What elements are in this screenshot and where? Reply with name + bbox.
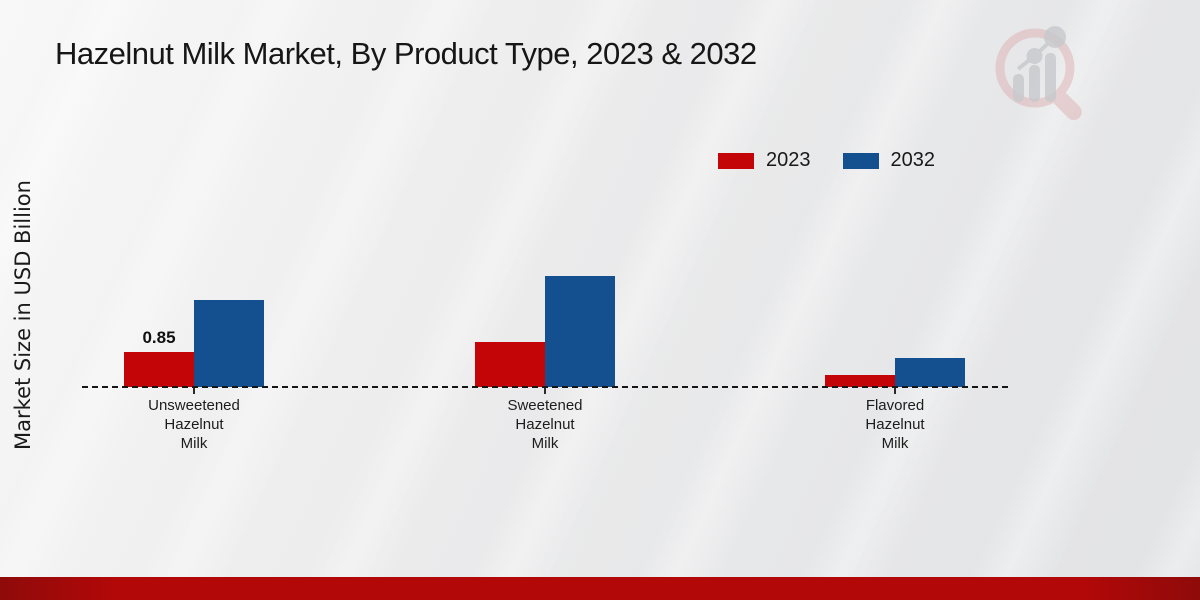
legend: 2023 2032 bbox=[718, 149, 935, 172]
bar-2032-0 bbox=[194, 300, 264, 387]
legend-item-2023: 2023 bbox=[718, 149, 811, 172]
footer-bar bbox=[0, 577, 1200, 600]
x-tick-0 bbox=[193, 388, 195, 394]
mrfr-logo-watermark-icon bbox=[995, 26, 1082, 121]
bar-value-label: 0.85 bbox=[142, 328, 176, 347]
x-axis-baseline bbox=[82, 386, 1008, 388]
bar-2032-2 bbox=[895, 358, 965, 387]
category-label-2: Flavored Hazelnut Milk bbox=[865, 397, 925, 452]
bar-2023-0 bbox=[124, 352, 194, 387]
x-tick-1 bbox=[544, 388, 546, 394]
category-label-1: Sweetened Hazelnut Milk bbox=[507, 397, 583, 452]
legend-swatch-2032 bbox=[842, 152, 879, 169]
bar-2023-2 bbox=[825, 375, 895, 387]
x-tick-2 bbox=[894, 388, 896, 394]
bar-2032-1 bbox=[545, 276, 615, 387]
category-label-0: Unsweetened Hazelnut Milk bbox=[148, 397, 240, 452]
legend-item-2032: 2032 bbox=[842, 149, 936, 172]
legend-label-2023: 2023 bbox=[766, 149, 811, 171]
chart-title: Hazelnut Milk Market, By Product Type, 2… bbox=[55, 36, 757, 71]
legend-label-2032: 2032 bbox=[890, 149, 936, 171]
bar-2023-1 bbox=[475, 342, 545, 387]
legend-swatch-2023 bbox=[718, 152, 754, 169]
